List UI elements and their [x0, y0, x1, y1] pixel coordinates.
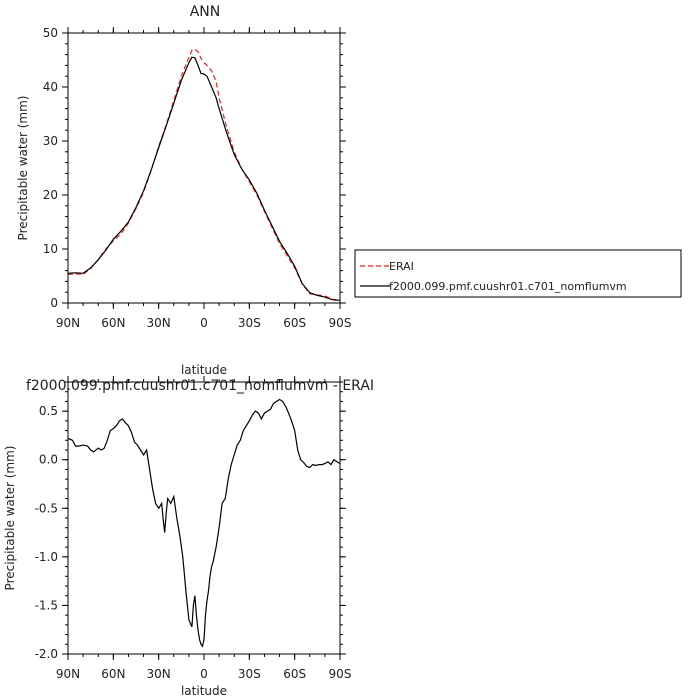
- series-line-0: [67, 48, 341, 301]
- x-tick-label: 30S: [238, 667, 261, 681]
- y-tick-label: 10: [43, 242, 58, 256]
- x-tick-label: 30N: [147, 667, 171, 681]
- panel-mean: ANN 90N 60N 30N 0 30S 60S 90S 0 10 20 30 40 50 latit…: [16, 4, 351, 377]
- y-tick-label: -1.5: [35, 598, 58, 612]
- x-tick-label: 60S: [283, 667, 306, 681]
- plot-frame: [67, 32, 341, 304]
- x-tick-label: 90N: [56, 316, 80, 330]
- x-tick-label: 0: [200, 316, 208, 330]
- x-tick-label: 30S: [238, 316, 261, 330]
- y-tick-label: 0.5: [39, 404, 58, 418]
- x-tick-label: 0: [200, 667, 208, 681]
- y-tick-label: 0: [50, 296, 58, 310]
- x-tick-label: 90S: [329, 316, 352, 330]
- legend-box: [354, 249, 682, 298]
- y-tick-label: 0.0: [39, 453, 58, 467]
- x-tick-label: 90N: [56, 667, 80, 681]
- difference-title: f2000.099.pmf.cuushr01.c701_nomflumvm - …: [26, 378, 374, 394]
- x-axis-label: latitude: [181, 363, 227, 377]
- y-tick-label: -1.0: [35, 550, 58, 564]
- y-axis-label-diff: Precipitable water (mm): [3, 446, 17, 591]
- y-tick-label: -2.0: [35, 647, 58, 661]
- y-tick-label: 50: [43, 26, 58, 40]
- x-tick-label: 60N: [101, 316, 125, 330]
- chart-title: ANN: [190, 4, 221, 20]
- series-line-1: [67, 56, 341, 301]
- y-tick-label: 20: [43, 188, 58, 202]
- y-axis-label: Precipitable water (mm): [16, 96, 30, 241]
- y-tick-label: 40: [43, 80, 58, 94]
- x-tick-label: 90S: [329, 667, 352, 681]
- legend-label-model: f2000.099.pmf.cuushr01.c701_nomflumvm: [389, 280, 627, 293]
- panel-difference: f2000.099.pmf.cuushr01.c701_nomflumvm - …: [3, 376, 374, 698]
- plot-frame-diff: [67, 381, 341, 655]
- y-tick-label: 30: [43, 134, 58, 148]
- x-tick-label: 30N: [147, 316, 171, 330]
- legend-label-erai: ERAI: [389, 260, 414, 273]
- series-line-0: [67, 398, 341, 648]
- x-axis-label-diff: latitude: [181, 684, 227, 698]
- x-tick-label: 60N: [101, 667, 125, 681]
- legend: ERAI f2000.099.pmf.cuushr01.c701_nomflum…: [354, 249, 682, 298]
- y-tick-label: -0.5: [35, 501, 58, 515]
- x-tick-label: 60S: [283, 316, 306, 330]
